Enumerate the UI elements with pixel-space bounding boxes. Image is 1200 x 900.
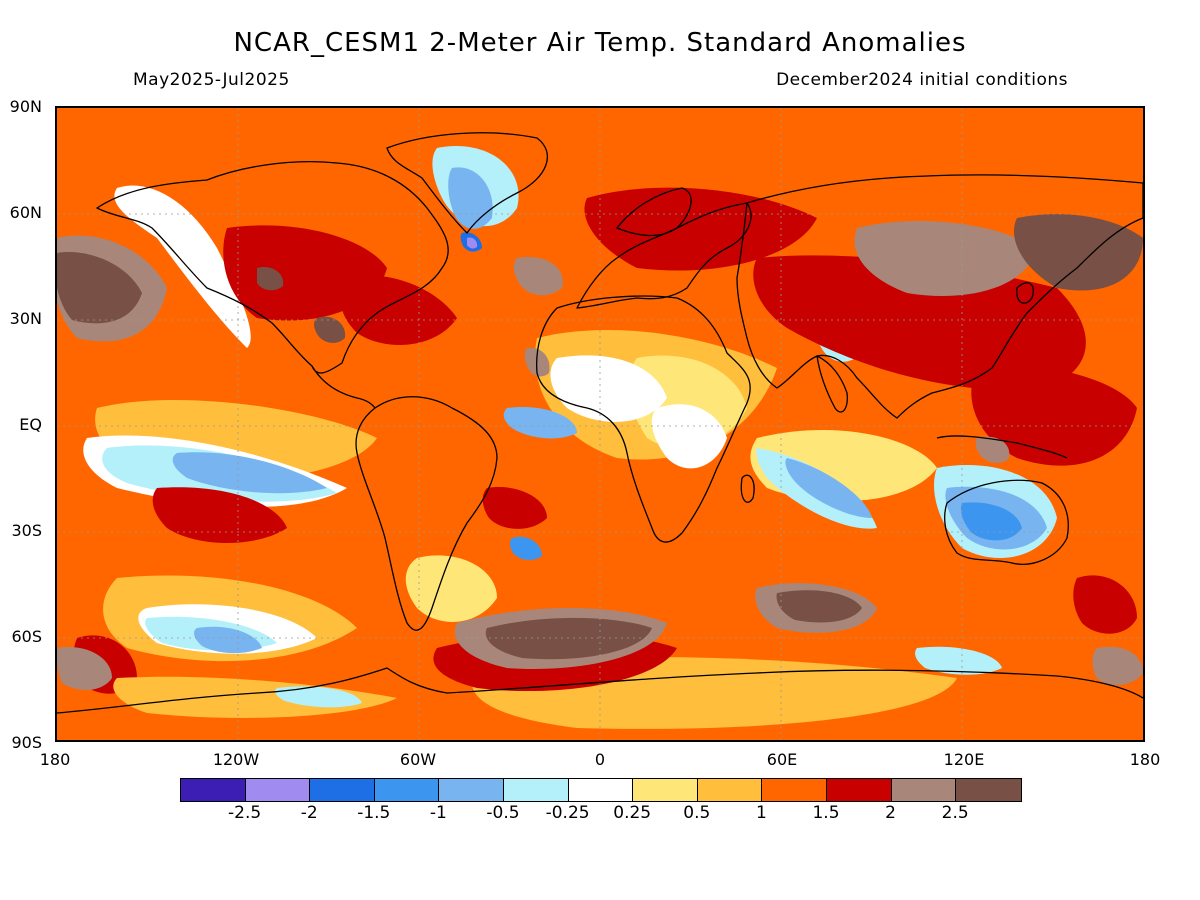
anomaly-region [651,404,727,469]
colorbar-tick-label: 2 [885,803,896,823]
colorbar-tick-label: -2 [300,803,318,823]
anomaly-region [1013,214,1143,291]
anomaly-region [172,452,327,494]
anomaly-region [448,167,493,229]
colorbar-tick-label: -1 [429,803,447,823]
colorbar-swatch [439,779,504,801]
anomaly-region [854,220,1037,296]
lon-label-60w: 60W [399,750,437,769]
lon-label-120e: 120E [943,750,985,769]
anomaly-region [467,237,478,249]
coastline-indonesia [936,435,1068,459]
anomaly-region [584,187,817,271]
coastline-central-america [311,365,376,409]
anomaly-region [405,555,497,622]
colorbar-swatch [310,779,375,801]
anomaly-region [257,267,284,291]
forecast-period: May2025-Jul2025 [133,70,290,90]
coastline-japan [1016,282,1034,304]
lon-label-60e: 60E [766,750,798,769]
coastline-australia [944,479,1069,565]
coastline-north-america [96,161,449,374]
anomaly-region [753,255,1086,390]
colorbar-swatch [762,779,827,801]
lon-label-180e: 180 [1129,750,1161,769]
colorbar [180,778,1022,802]
colorbar-swatch [374,779,440,801]
colorbar-swatch [245,779,311,801]
anomaly-region [1097,247,1130,278]
anomaly-region [785,458,872,518]
anomaly-region [971,365,1137,466]
anomaly-region [1092,646,1143,685]
coastline-south-america [355,396,498,631]
colorbar-swatch [503,779,569,801]
colorbar-swatch [633,779,698,801]
anomaly-region [57,252,142,324]
anomaly-region [485,617,652,660]
coastlines [57,132,1143,714]
anomaly-region [482,487,547,529]
lat-label-30n: 30N [9,309,42,328]
coastline-scandinavia [616,187,692,237]
colorbar-tick-label: -0.25 [545,803,590,823]
colorbar-swatch [568,779,634,801]
anomaly-region [113,676,397,718]
anomaly-region [513,257,563,296]
anomaly-map [55,106,1145,742]
lat-label-30s: 30S [11,521,42,540]
lat-label-90s: 90S [11,733,42,752]
lon-label-120w: 120W [212,750,260,769]
coastline-antarctica [57,667,1143,714]
anomaly-region [776,590,862,623]
anomaly-region [960,502,1022,541]
colorbar-swatch [826,779,892,801]
colorbar-swatch [181,779,246,801]
anomaly-region [915,646,1002,675]
colorbar-tick-label: -1.5 [357,803,391,823]
anomaly-field [57,146,1143,729]
lon-label-0: 0 [594,750,606,769]
colorbar-swatch [697,779,763,801]
anomaly-region [1073,575,1137,634]
anomaly-region [509,536,542,560]
coastline-africa [536,295,751,543]
coastline-asia [736,174,1143,419]
coastline-europe [576,202,752,309]
anomaly-region [194,626,262,654]
colorbar-tick-label: 0.25 [613,803,652,823]
anomaly-region [152,487,287,543]
lon-label-180w: 180 [39,750,71,769]
coastline-madagascar [740,474,755,503]
coastline-india [816,355,848,413]
anomaly-region [57,647,112,690]
colorbar-tick-label: 2.5 [941,803,969,823]
colorbar-swatch [891,779,957,801]
lat-label-90n: 90N [9,97,42,116]
anomaly-region [975,436,1010,464]
anomaly-region [550,355,667,422]
coastline-greenland [386,132,548,234]
colorbar-tick-label: -2.5 [228,803,262,823]
colorbar-tick-label: 0.5 [683,803,711,823]
initial-conditions-label: December2024 initial conditions [776,70,1068,90]
lat-label-60n: 60N [9,203,42,222]
lat-label-eq: EQ [19,415,42,434]
anomaly-region [275,686,362,708]
anomaly-region [503,407,577,439]
anomaly-region [314,316,346,343]
colorbar-tick-label: 1.5 [812,803,840,823]
chart-title: NCAR_CESM1 2-Meter Air Temp. Standard An… [233,28,967,58]
colorbar-swatch [956,779,1021,801]
graticule [57,108,1143,740]
colorbar-tick-label: -0.5 [486,803,520,823]
colorbar-tick-label: 1 [755,803,767,823]
lat-label-60s: 60S [11,627,42,646]
anomaly-region [340,275,457,345]
anomaly-map-svg [57,108,1143,740]
